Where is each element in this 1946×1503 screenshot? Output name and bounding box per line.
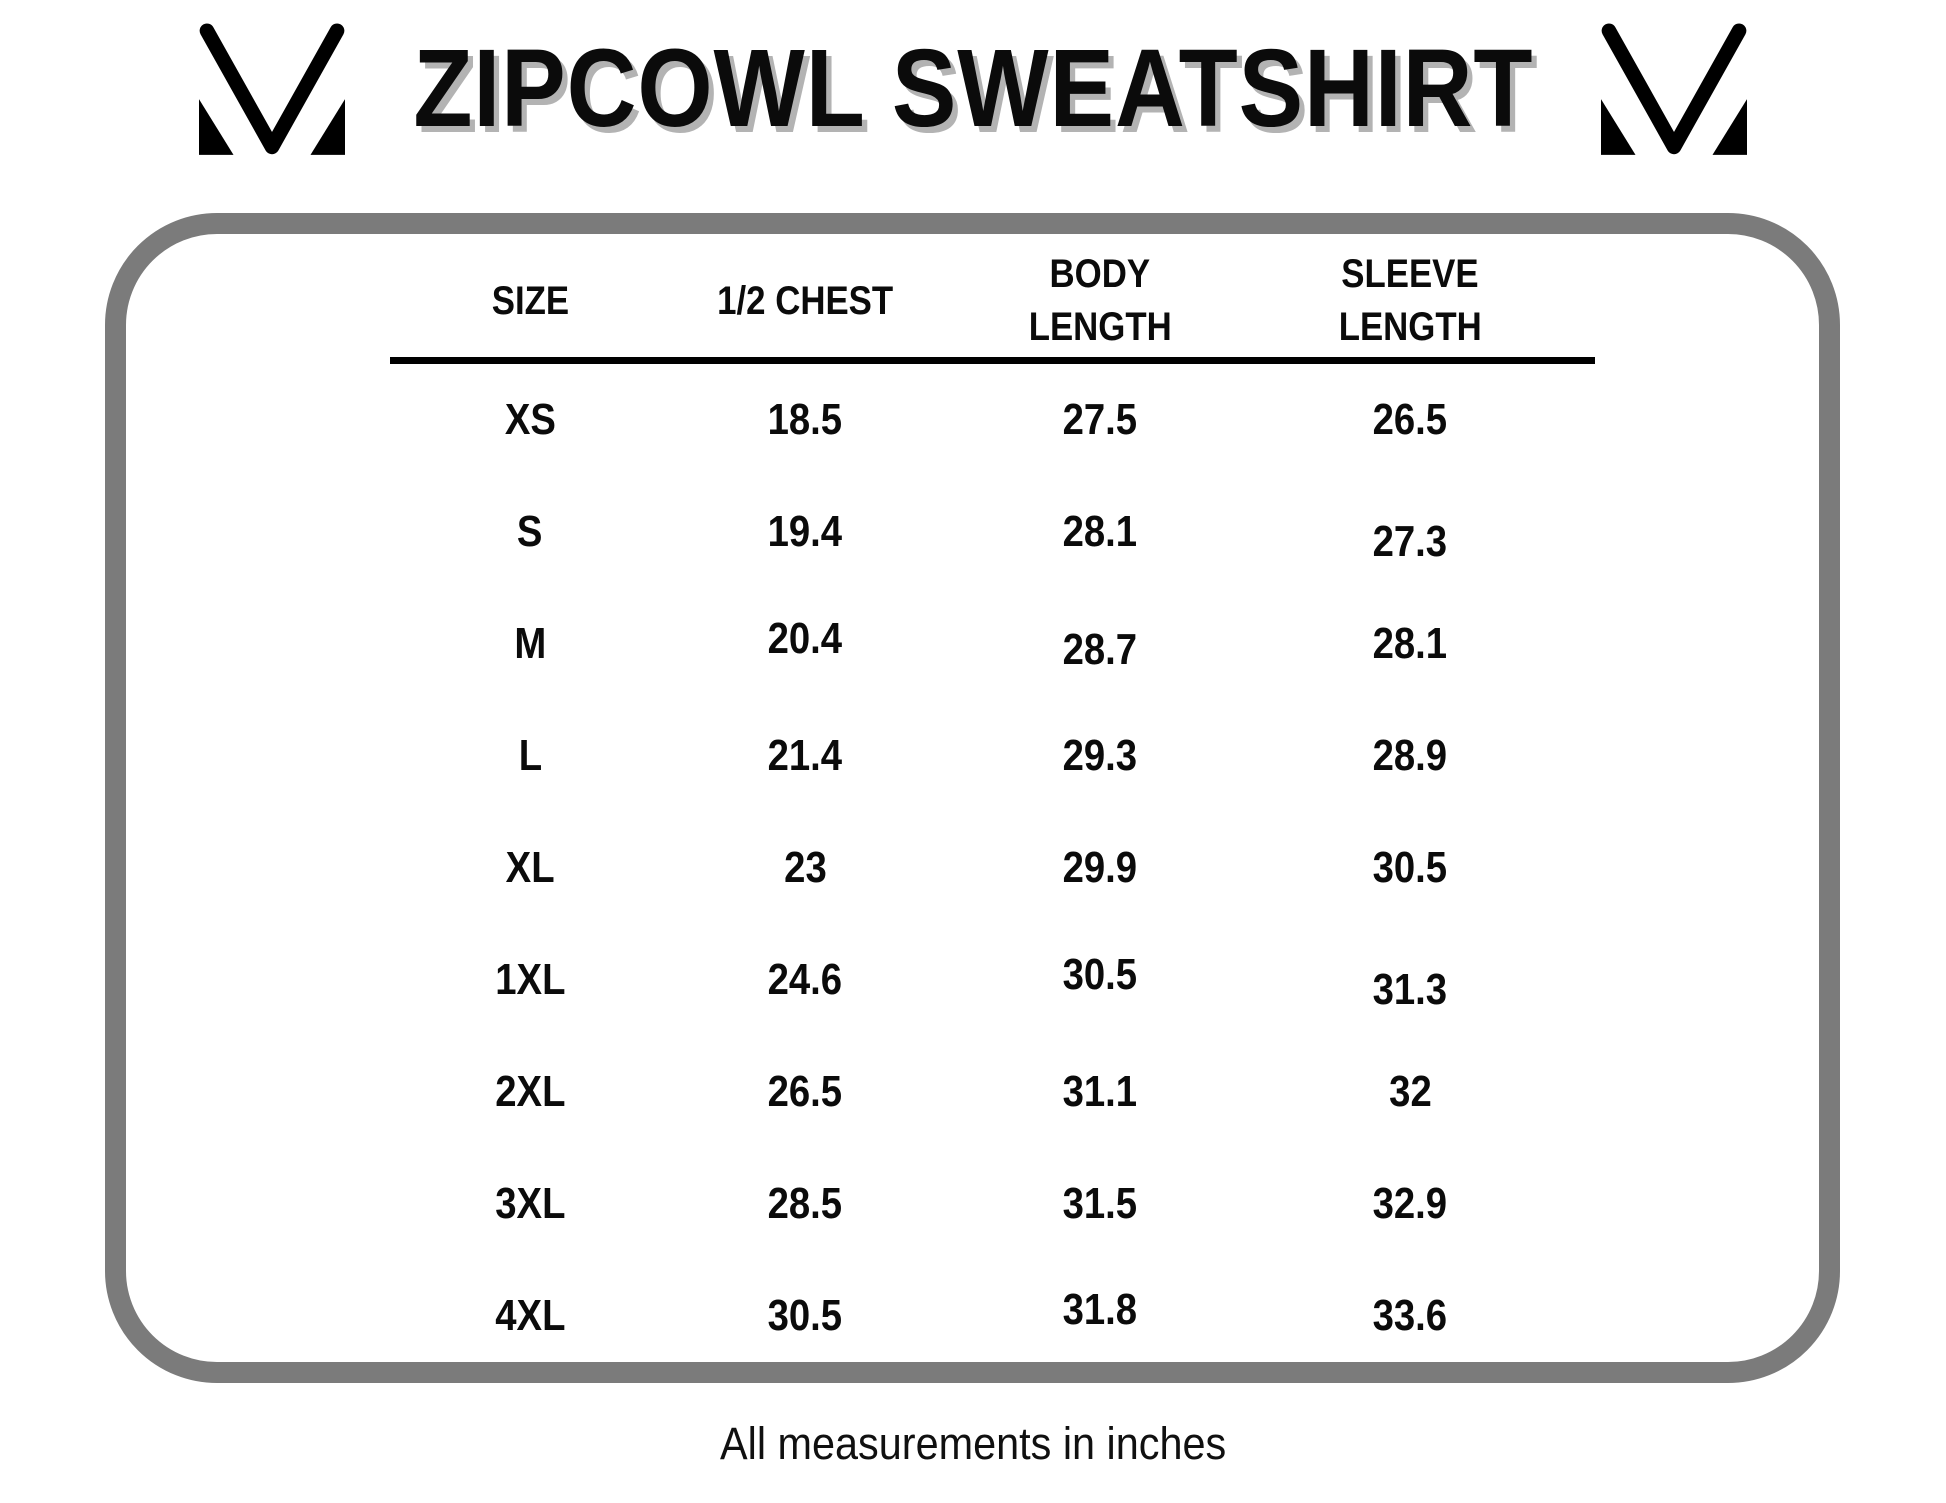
half-chest-cell: 30.5: [767, 1291, 843, 1340]
half-chest-cell: 18.5: [767, 395, 843, 444]
table-row: XS 18.5 27.5 26.5: [390, 364, 1595, 476]
sleeve-length-cell: 30.5: [1372, 843, 1448, 892]
table-row: S 19.4 28.1 27.3: [390, 476, 1595, 588]
sleeve-length-cell: 28.1: [1372, 619, 1448, 668]
sleeve-length-cell: 32.9: [1372, 1179, 1448, 1228]
brand-logo-left: [198, 22, 345, 155]
sleeve-length-cell: 32: [1388, 1067, 1432, 1116]
column-header-half-chest: 1/2 CHEST: [716, 278, 893, 323]
page-title: ZIPCOWL SWEATSHIRT: [412, 26, 1534, 150]
body-length-cell: 28.1: [1062, 507, 1138, 556]
size-cell: 1XL: [494, 955, 566, 1004]
size-chart-frame: [105, 213, 1840, 1383]
column-header-sleeve-length: SLEEVE LENGTH: [1338, 252, 1482, 349]
half-chest-cell: 26.5: [767, 1067, 843, 1116]
header-divider: [390, 357, 1595, 364]
size-chart-table: SIZE 1/2 CHEST BODY LENGTH SLEEVE LENGTH…: [390, 245, 1595, 1372]
size-cell: 3XL: [494, 1179, 566, 1228]
sleeve-length-cell: 26.5: [1372, 395, 1448, 444]
sleeve-length-cell: 31.3: [1372, 965, 1448, 1014]
body-length-cell: 29.9: [1062, 843, 1138, 892]
table-header-row: SIZE 1/2 CHEST BODY LENGTH SLEEVE LENGTH: [390, 245, 1595, 357]
half-chest-cell: 19.4: [767, 507, 843, 556]
sleeve-length-cell: 27.3: [1372, 517, 1448, 566]
table-row: 3XL 28.5 31.5 32.9: [390, 1148, 1595, 1260]
size-cell: 2XL: [494, 1067, 566, 1116]
table-row: M 20.4 28.7 28.1: [390, 588, 1595, 700]
column-header-body-length: BODY LENGTH: [1028, 252, 1172, 349]
half-chest-cell: 20.4: [767, 614, 843, 663]
table-row: 2XL 26.5 31.1 32: [390, 1036, 1595, 1148]
size-cell: 4XL: [494, 1291, 566, 1340]
table-body: XS 18.5 27.5 26.5 S 19.4 28.1 27.3 M 20.…: [390, 364, 1595, 1372]
half-chest-cell: 23: [783, 843, 827, 892]
half-chest-cell: 28.5: [767, 1179, 843, 1228]
mv-monogram-icon: [1601, 23, 1748, 155]
measurements-note: All measurements in inches: [719, 1418, 1227, 1469]
table-row: XL 23 29.9 30.5: [390, 812, 1595, 924]
table-row: 4XL 30.5 31.8 33.6: [390, 1260, 1595, 1372]
header: ZIPCOWL SWEATSHIRT: [0, 22, 1946, 155]
half-chest-cell: 21.4: [767, 731, 843, 780]
size-cell: XL: [505, 843, 555, 892]
sleeve-length-cell: 33.6: [1372, 1291, 1448, 1340]
body-length-cell: 28.7: [1062, 625, 1138, 674]
table-row: L 21.4 29.3 28.9: [390, 700, 1595, 812]
brand-logo-right: [1601, 22, 1748, 155]
size-cell: L: [518, 731, 542, 780]
body-length-cell: 31.1: [1062, 1067, 1138, 1116]
body-length-cell: 29.3: [1062, 731, 1138, 780]
mv-monogram-icon: [198, 23, 345, 155]
half-chest-cell: 24.6: [767, 955, 843, 1004]
sleeve-length-cell: 28.9: [1372, 731, 1448, 780]
table-row: 1XL 24.6 30.5 31.3: [390, 924, 1595, 1036]
body-length-cell: 30.5: [1062, 950, 1138, 999]
column-header-size: SIZE: [491, 278, 569, 323]
size-cell: M: [514, 619, 546, 668]
size-cell: XS: [504, 395, 556, 444]
body-length-cell: 27.5: [1062, 395, 1138, 444]
size-cell: S: [517, 507, 543, 556]
body-length-cell: 31.5: [1062, 1179, 1138, 1228]
body-length-cell: 31.8: [1062, 1285, 1138, 1334]
